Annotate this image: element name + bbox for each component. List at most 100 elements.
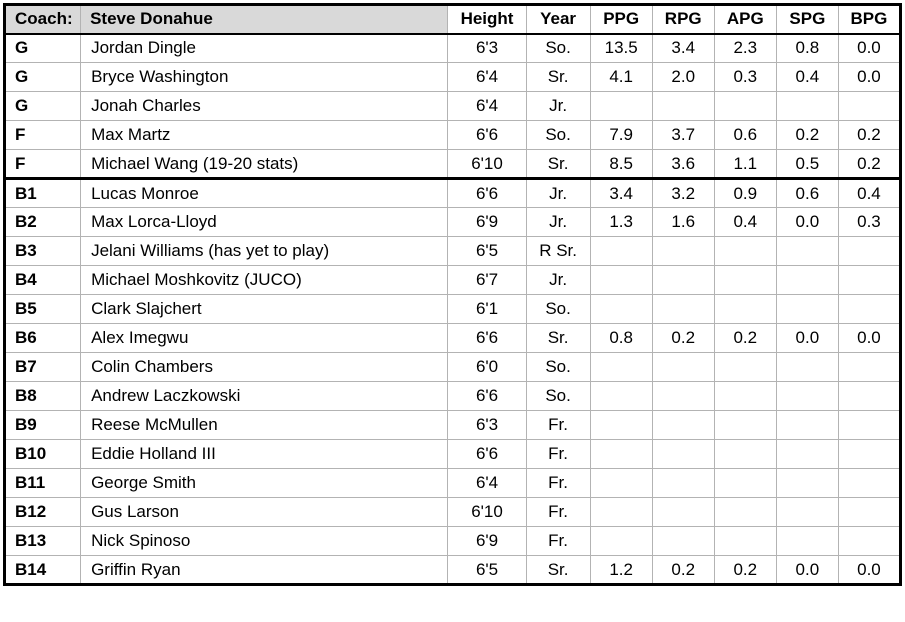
player-row: B9 Reese McMullen 6'3 Fr. xyxy=(3,410,902,440)
player-row: B2 Max Lorca-Lloyd 6'9 Jr. 1.3 1.6 0.4 0.0 0.3 xyxy=(3,207,902,237)
cell-height: 6'9 xyxy=(447,207,527,237)
cell-year: So. xyxy=(525,294,591,324)
cell-year: So. xyxy=(525,352,591,382)
cell-rpg xyxy=(651,410,715,440)
cell-bpg xyxy=(837,91,902,121)
cell-year: So. xyxy=(525,120,591,150)
cell-pos: F xyxy=(3,120,82,150)
player-row: B14 Griffin Ryan 6'5 Sr. 1.2 0.2 0.2 0.0 0.0 xyxy=(3,555,902,585)
cell-year: Sr. xyxy=(525,555,591,585)
cell-year: Fr. xyxy=(525,468,591,498)
cell-apg: 0.6 xyxy=(713,120,777,150)
cell-bpg: 0.0 xyxy=(837,62,902,92)
cell-bpg xyxy=(837,381,902,411)
cell-spg: 0.2 xyxy=(775,120,839,150)
cell-spg xyxy=(775,236,839,266)
cell-apg xyxy=(713,439,777,469)
cell-year: Fr. xyxy=(525,526,591,556)
cell-apg: 0.2 xyxy=(713,555,777,585)
cell-apg xyxy=(713,410,777,440)
cell-height: 6'5 xyxy=(447,555,527,585)
cell-apg xyxy=(713,294,777,324)
cell-apg: 1.1 xyxy=(713,149,777,179)
cell-height: 6'6 xyxy=(447,439,527,469)
player-row: B13 Nick Spinoso 6'9 Fr. xyxy=(3,526,902,556)
cell-pos: G xyxy=(3,33,82,63)
cell-rpg: 0.2 xyxy=(651,323,715,353)
cell-bpg xyxy=(837,352,902,382)
cell-rpg: 0.2 xyxy=(651,555,715,585)
column-header-year: Year xyxy=(525,4,591,35)
cell-pos: B6 xyxy=(3,323,82,353)
cell-bpg: 0.4 xyxy=(837,177,902,208)
cell-year: Sr. xyxy=(525,323,591,353)
cell-spg: 0.8 xyxy=(775,33,839,63)
cell-ppg xyxy=(589,526,653,556)
cell-height: 6'6 xyxy=(447,120,527,150)
cell-pos: B9 xyxy=(3,410,82,440)
cell-year: Fr. xyxy=(525,410,591,440)
cell-spg: 0.0 xyxy=(775,555,839,585)
cell-rpg: 3.7 xyxy=(651,120,715,150)
cell-bpg xyxy=(837,497,902,527)
cell-pos: G xyxy=(3,91,82,121)
cell-apg: 0.2 xyxy=(713,323,777,353)
player-row: B8 Andrew Laczkowski 6'6 So. xyxy=(3,381,902,411)
cell-year: So. xyxy=(525,381,591,411)
cell-name: Max Lorca-Lloyd xyxy=(80,207,449,237)
cell-height: 6'6 xyxy=(447,323,527,353)
cell-apg xyxy=(713,91,777,121)
cell-spg: 0.4 xyxy=(775,62,839,92)
cell-pos: B1 xyxy=(3,177,82,208)
cell-height: 6'5 xyxy=(447,236,527,266)
cell-bpg xyxy=(837,294,902,324)
cell-bpg: 0.0 xyxy=(837,33,902,63)
cell-pos: B2 xyxy=(3,207,82,237)
cell-year: Fr. xyxy=(525,497,591,527)
cell-spg xyxy=(775,352,839,382)
cell-rpg xyxy=(651,468,715,498)
cell-spg xyxy=(775,294,839,324)
cell-ppg: 1.2 xyxy=(589,555,653,585)
cell-name: Clark Slajchert xyxy=(80,294,449,324)
cell-apg: 0.9 xyxy=(713,177,777,208)
player-row: B3 Jelani Williams (has yet to play) 6'5 R … xyxy=(3,236,902,266)
cell-bpg xyxy=(837,410,902,440)
cell-ppg: 0.8 xyxy=(589,323,653,353)
cell-apg xyxy=(713,352,777,382)
cell-name: George Smith xyxy=(80,468,449,498)
player-row: B12 Gus Larson 6'10 Fr. xyxy=(3,497,902,527)
cell-rpg xyxy=(651,497,715,527)
player-row: F Max Martz 6'6 So. 7.9 3.7 0.6 0.2 0.2 xyxy=(3,120,902,150)
header-row: Coach: Steve Donahue Height Year PPG RPG APG… xyxy=(3,4,902,35)
cell-apg xyxy=(713,381,777,411)
cell-spg: 0.6 xyxy=(775,177,839,208)
cell-name: Lucas Monroe xyxy=(80,177,449,208)
cell-ppg: 3.4 xyxy=(589,177,653,208)
cell-ppg xyxy=(589,294,653,324)
cell-rpg: 1.6 xyxy=(651,207,715,237)
cell-year: Jr. xyxy=(525,177,591,208)
column-header-apg: APG xyxy=(713,4,777,35)
cell-name: Jordan Dingle xyxy=(80,33,449,63)
player-row: G Bryce Washington 6'4 Sr. 4.1 2.0 0.3 0.4 0.0 xyxy=(3,62,902,92)
cell-pos: G xyxy=(3,62,82,92)
cell-rpg: 3.4 xyxy=(651,33,715,63)
cell-pos: B10 xyxy=(3,439,82,469)
cell-ppg xyxy=(589,91,653,121)
cell-height: 6'3 xyxy=(447,410,527,440)
cell-apg: 2.3 xyxy=(713,33,777,63)
cell-ppg: 13.5 xyxy=(589,33,653,63)
cell-height: 6'4 xyxy=(447,468,527,498)
cell-ppg xyxy=(589,352,653,382)
cell-rpg xyxy=(651,352,715,382)
cell-ppg: 1.3 xyxy=(589,207,653,237)
cell-height: 6'3 xyxy=(447,33,527,63)
cell-year: Jr. xyxy=(525,207,591,237)
cell-pos: B4 xyxy=(3,265,82,295)
cell-bpg: 0.2 xyxy=(837,149,902,179)
cell-bpg: 0.0 xyxy=(837,555,902,585)
player-row: B6 Alex Imegwu 6'6 Sr. 0.8 0.2 0.2 0.0 0.0 xyxy=(3,323,902,353)
cell-rpg xyxy=(651,265,715,295)
